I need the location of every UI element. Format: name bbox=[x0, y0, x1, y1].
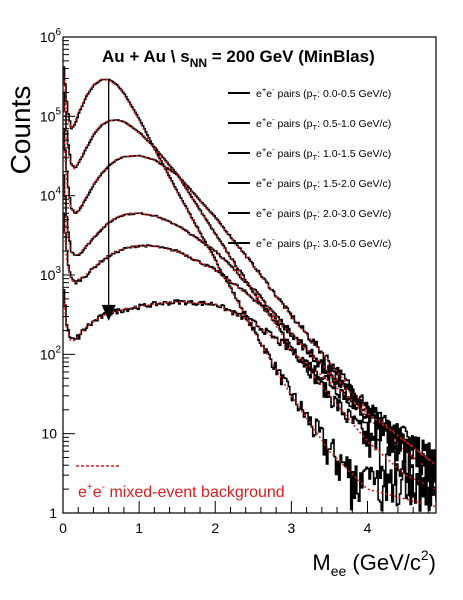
xlabel-tail: (GeV/c bbox=[346, 550, 421, 575]
xlabel-sup: 2 bbox=[421, 547, 429, 563]
legend-label-3: e+e- pairs (pT: 1.5-2.0 GeV/c) bbox=[256, 175, 391, 192]
bg-label-e: mixed-event background bbox=[105, 484, 285, 501]
y-tick-label: 102 bbox=[40, 344, 62, 362]
x-tick-label: 3 bbox=[287, 520, 295, 536]
background-series-5 bbox=[63, 289, 436, 466]
legend-label-5: e+e- pairs (pT: 3.0-5.0 GeV/c) bbox=[256, 235, 391, 252]
title-sub: NN bbox=[190, 56, 207, 70]
xlabel-sub: ee bbox=[331, 563, 347, 579]
legend-label-2: e+e- pairs (pT: 1.0-1.5 GeV/c) bbox=[256, 145, 391, 162]
legend-label-4: e+e- pairs (pT: 2.0-3.0 GeV/c) bbox=[256, 205, 391, 222]
bg-label-b: + bbox=[87, 482, 93, 493]
chart-title: Au + Au \ sNN = 200 GeV (MinBlas) bbox=[102, 47, 375, 70]
background-series-4 bbox=[63, 213, 436, 466]
svg-text:Au + Au \ sNN = 200 GeV (Min: Au + Au \ sNN = 200 GeV (MinBlas) bbox=[102, 47, 375, 70]
svg-text:e+e- mixed-event background: e+e- mixed-event background bbox=[78, 482, 285, 501]
background-series-2 bbox=[63, 128, 436, 476]
bg-label-a: e bbox=[78, 484, 87, 501]
title-main: Au + Au \ s bbox=[102, 47, 190, 66]
background-series-0 bbox=[63, 66, 436, 508]
x-axis-title: Mee (GeV/c2) bbox=[312, 547, 436, 579]
xlabel-close: ) bbox=[429, 550, 436, 575]
legend-label-0: e+e- pairs (pT: 0.0-0.5 GeV/c) bbox=[256, 85, 391, 102]
curves bbox=[63, 66, 436, 512]
x-tick-label: 0 bbox=[59, 520, 67, 536]
background-series-1 bbox=[63, 92, 436, 490]
y-tick-label: 105 bbox=[40, 106, 62, 124]
background-series-3 bbox=[63, 175, 436, 476]
y-tick-label: 1 bbox=[49, 505, 57, 521]
y-axis-title: Counts bbox=[5, 86, 36, 175]
x-tick-label: 4 bbox=[364, 520, 372, 536]
data-series-3 bbox=[63, 174, 436, 499]
bg-label-d: - bbox=[102, 482, 105, 493]
xlabel-main: M bbox=[312, 550, 330, 575]
y-tick-label: 104 bbox=[40, 186, 62, 204]
background-legend: e+e- mixed-event background bbox=[76, 465, 285, 501]
legend: e+e- pairs (pT: 0.0-0.5 GeV/c) e+e- pairs… bbox=[228, 85, 391, 252]
y-tick-label: 10 bbox=[41, 426, 57, 442]
x-tick-label: 1 bbox=[135, 520, 143, 536]
arrow-head bbox=[101, 304, 116, 321]
x-tick-label: 2 bbox=[211, 520, 219, 536]
title-tail: = 200 GeV (MinBlas) bbox=[207, 47, 375, 66]
data-series-5 bbox=[63, 288, 436, 486]
legend-label-1: e+e- pairs (pT: 0.5-1.0 GeV/c) bbox=[256, 115, 391, 132]
data-series-4 bbox=[63, 212, 436, 487]
y-tick-label: 103 bbox=[40, 265, 62, 283]
bg-label-c: e bbox=[93, 484, 102, 501]
y-tick-label: 106 bbox=[40, 27, 62, 45]
